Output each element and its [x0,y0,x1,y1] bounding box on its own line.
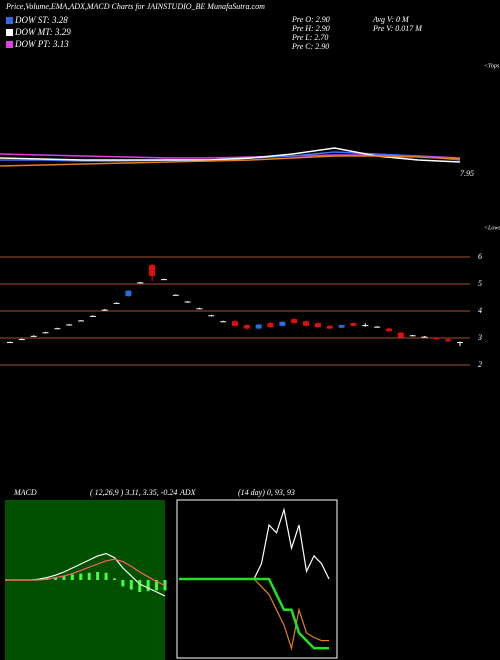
legend-swatch [6,29,13,36]
candle-body [137,282,144,284]
macd-histogram [129,580,133,590]
macd-histogram [87,572,91,580]
macd-histogram [146,580,150,592]
candle-body [149,265,156,276]
candle-body [409,335,416,337]
candle-body [160,279,167,281]
candle-body [89,315,96,317]
price-info: Pre O: 2.90 [291,15,330,24]
candle-body [7,342,13,344]
macd-histogram [54,577,58,580]
candle-body [374,326,381,328]
panel-title: MACD [13,488,37,497]
candle-body [220,321,227,323]
panel-subtitle: ( 12,26,9 ) 3.11, 3.35, -0.24 [90,488,177,497]
macd-histogram [138,580,142,592]
candle-body [350,323,357,326]
macd-histogram [104,572,108,580]
price-info: Avg V: 0 M [372,15,410,24]
lows-label: <Lows [484,225,500,231]
ema-line [0,155,461,167]
y-tick-label: 3 [477,333,482,342]
ema-line [0,153,461,159]
candle-body [385,328,392,332]
candle-body [125,290,132,297]
candle-body [421,336,428,338]
candle-body [232,321,238,326]
candle-body [291,319,298,324]
y-tick-label: 5 [478,279,482,288]
chart-title: Price,Volume,EMA,ADX,MACD Charts for JAI… [5,2,265,11]
price-info: Pre C: 2.90 [291,42,329,51]
candle-body [66,324,73,326]
price-info: Pre H: 2.90 [291,24,330,33]
macd-histogram [155,580,159,591]
macd-histogram [121,580,125,587]
candle-body [208,315,215,317]
candle-body [42,332,49,334]
legend-swatch [6,41,13,48]
candle-body [326,325,333,329]
candle-body [184,301,191,303]
y-tick-label: 2 [478,360,482,369]
macd-histogram [62,576,66,580]
adx-line [179,577,329,650]
macd-histogram [79,573,83,580]
candle-body [457,342,463,344]
candle-body [338,325,345,328]
y-tick-label: 4 [478,306,482,315]
panel-subtitle: (14 day) 0, 93, 93 [238,488,295,497]
macd-histogram [96,572,100,580]
tops-label: <Tops [484,63,500,69]
candle-body [279,321,286,326]
candle-body [172,294,179,296]
candle-body [267,323,274,328]
legend-swatch [6,17,13,24]
legend-label: DOW MT: 3.29 [14,27,71,37]
candle-body [30,335,37,337]
macd-line [5,558,166,587]
price-info: Pre V: 0.017 M [372,24,423,33]
macd-histogram [112,578,116,580]
candle-body [445,339,452,342]
y-tick-label: 6 [478,252,482,261]
candle-body [113,302,120,304]
candle-body [362,325,369,327]
candle-body [18,339,25,341]
candle-body [243,325,250,329]
legend-label: DOW ST: 3.28 [14,15,68,25]
candle-body [433,337,440,340]
candle-body [101,309,108,311]
y-tick-label: 7.95 [460,169,474,178]
candle-body [314,323,321,328]
candle-body [78,320,85,322]
price-info: Pre L: 2.70 [291,33,328,42]
candle-body [54,328,61,330]
candle-body [196,308,203,310]
candle-body [303,321,310,326]
macd-histogram [70,574,74,580]
legend-label: DOW PT: 3.13 [14,39,69,49]
candle-body [397,332,404,338]
candle-body [255,324,262,329]
panel-title: ADX [179,488,197,497]
